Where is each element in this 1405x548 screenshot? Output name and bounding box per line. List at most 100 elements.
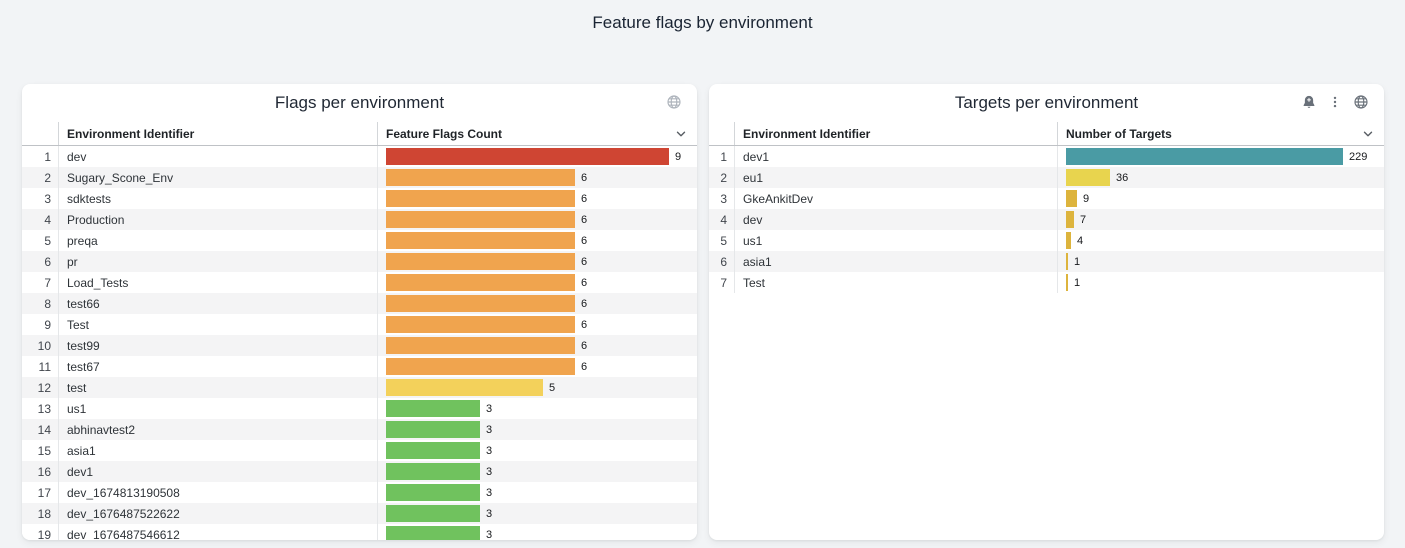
row-index: 9	[44, 317, 51, 332]
globe-icon[interactable]	[1353, 94, 1369, 110]
row-identifier: test99	[58, 335, 377, 356]
row-value-cell: 3	[377, 503, 697, 524]
bell-plus-icon[interactable]	[1301, 94, 1317, 110]
table-row: 18 dev_1676487522622 3	[22, 503, 697, 524]
row-identifier: asia1	[58, 440, 377, 461]
row-index: 13	[37, 401, 51, 416]
table-row: 13 us1 3	[22, 398, 697, 419]
row-value-cell: 6	[377, 251, 697, 272]
value-bar	[1066, 148, 1343, 165]
row-index: 14	[37, 422, 51, 437]
chevron-down-icon[interactable]	[1361, 127, 1375, 141]
value-label: 6	[581, 360, 588, 373]
value-bar	[386, 253, 575, 270]
value-label: 7	[1080, 213, 1087, 226]
globe-icon[interactable]	[666, 94, 682, 110]
col-header-value[interactable]: Number of Targets	[1057, 122, 1384, 145]
value-label: 6	[581, 192, 588, 205]
row-value-cell: 3	[377, 398, 697, 419]
value-label: 9	[675, 150, 682, 163]
value-bar	[1066, 232, 1071, 249]
value-label: 3	[486, 486, 493, 499]
row-value-cell: 7	[1057, 209, 1384, 230]
row-index: 16	[37, 464, 51, 479]
table-header-row: Environment Identifier Feature Flags Cou…	[22, 122, 697, 146]
row-identifier: Test	[734, 272, 1057, 293]
col-header-value[interactable]: Feature Flags Count	[377, 122, 697, 145]
value-label: 3	[486, 402, 493, 415]
row-index: 6	[720, 254, 727, 269]
value-label: 3	[486, 465, 493, 478]
value-label: 1	[1074, 276, 1081, 289]
value-bar	[386, 526, 480, 540]
row-identifier: dev	[734, 209, 1057, 230]
chevron-down-icon[interactable]	[674, 127, 688, 141]
table-row: 8 test66 6	[22, 293, 697, 314]
row-identifier: GkeAnkitDev	[734, 188, 1057, 209]
kebab-menu-icon[interactable]	[1328, 94, 1342, 110]
table-row: 9 Test 6	[22, 314, 697, 335]
row-identifier: dev1	[734, 146, 1057, 167]
panel-icons	[1301, 94, 1369, 110]
value-label: 6	[581, 297, 588, 310]
value-label: 36	[1116, 171, 1129, 184]
value-bar	[1066, 190, 1077, 207]
row-identifier: dev	[58, 146, 377, 167]
panel-title: Flags per environment	[274, 93, 445, 112]
table-row: 1 dev 9	[22, 146, 697, 167]
row-identifier: Load_Tests	[58, 272, 377, 293]
row-value-cell: 6	[377, 188, 697, 209]
panel-icons	[666, 94, 682, 110]
row-index: 15	[37, 443, 51, 458]
value-bar	[386, 169, 575, 186]
row-identifier: test67	[58, 356, 377, 377]
row-identifier: sdktests	[58, 188, 377, 209]
value-bar	[1066, 169, 1110, 186]
row-index: 11	[38, 359, 51, 374]
table-body: 1 dev 9 2 Sugary_Scone_Env 6 3 sdktests …	[22, 146, 697, 540]
row-value-cell: 9	[377, 146, 697, 167]
row-value-cell: 1	[1057, 272, 1384, 293]
value-label: 6	[581, 213, 588, 226]
row-identifier: asia1	[734, 251, 1057, 272]
value-bar	[386, 505, 480, 522]
col-header-identifier[interactable]: Environment Identifier	[58, 122, 377, 145]
row-identifier: dev_1676487546612	[58, 524, 377, 540]
row-value-cell: 5	[377, 377, 697, 398]
value-bar	[386, 442, 480, 459]
row-identifier: us1	[734, 230, 1057, 251]
value-bar	[386, 316, 575, 333]
row-index: 2	[44, 170, 51, 185]
panel-title: Targets per environment	[954, 93, 1139, 112]
row-index: 17	[37, 485, 51, 500]
table-row: 15 asia1 3	[22, 440, 697, 461]
table-row: 3 GkeAnkitDev 9	[709, 188, 1384, 209]
row-index: 2	[720, 170, 727, 185]
row-value-cell: 229	[1057, 146, 1384, 167]
row-value-cell: 6	[377, 293, 697, 314]
panel-header: Flags per environment	[22, 84, 697, 122]
table-row: 6 pr 6	[22, 251, 697, 272]
row-value-cell: 3	[377, 524, 697, 540]
row-number-column-header	[22, 122, 58, 145]
table-row: 10 test99 6	[22, 335, 697, 356]
col-header-identifier[interactable]: Environment Identifier	[734, 122, 1057, 145]
table-row: 4 Production 6	[22, 209, 697, 230]
value-label: 1	[1074, 255, 1081, 268]
panel-header: Targets per environment	[709, 84, 1384, 122]
row-index: 6	[44, 254, 51, 269]
value-label: 6	[581, 318, 588, 331]
row-index: 19	[37, 527, 51, 541]
value-bar	[386, 400, 480, 417]
row-identifier: abhinavtest2	[58, 419, 377, 440]
table-row: 2 eu1 36	[709, 167, 1384, 188]
table-row: 16 dev1 3	[22, 461, 697, 482]
row-index: 3	[720, 191, 727, 206]
value-label: 6	[581, 171, 588, 184]
value-label: 6	[581, 255, 588, 268]
value-bar	[386, 337, 575, 354]
row-identifier: dev_1676487522622	[58, 503, 377, 524]
panel: Flags per environment Environment Identi…	[22, 84, 697, 540]
value-bar	[386, 232, 575, 249]
row-value-cell: 3	[377, 482, 697, 503]
